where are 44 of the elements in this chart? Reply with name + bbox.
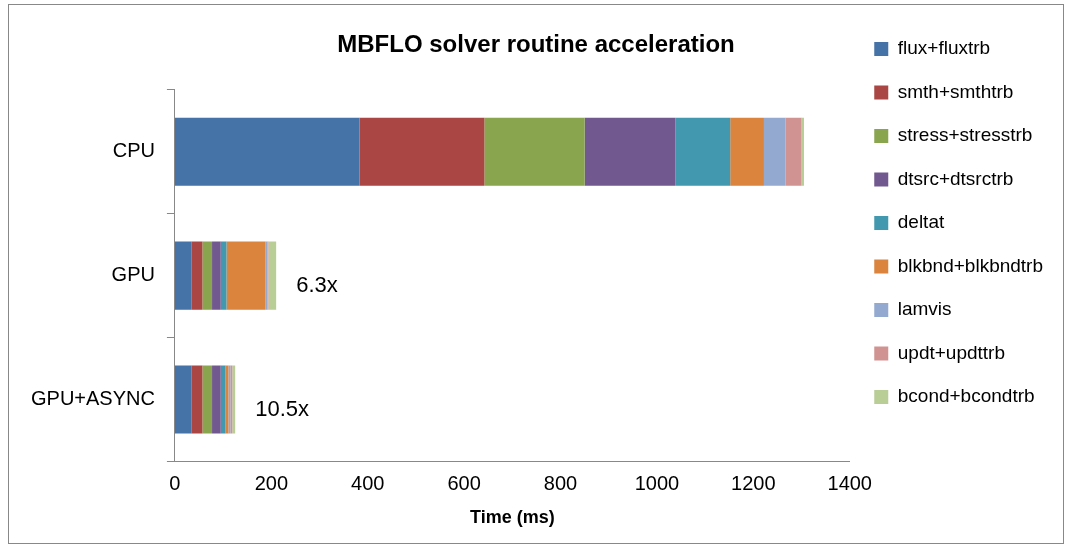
legend-label: updt+updttrb xyxy=(897,341,1005,363)
chart-title: MBFLO solver routine acceleration xyxy=(337,30,735,58)
x-tick-label: 0 xyxy=(169,471,181,494)
legend-label: bcond+bcondtrb xyxy=(897,385,1035,407)
bar xyxy=(191,365,203,434)
bar xyxy=(191,241,203,310)
y-tick-label: GPU xyxy=(111,263,155,286)
bar xyxy=(584,117,676,186)
bar xyxy=(359,117,485,186)
bar xyxy=(174,241,192,310)
bar xyxy=(785,117,802,186)
x-tick-label: 1400 xyxy=(827,471,872,494)
bar xyxy=(730,117,764,186)
legend-label: flux+fluxtrb xyxy=(897,37,991,59)
bar xyxy=(763,117,786,186)
bar xyxy=(268,241,277,310)
y-tick-label: CPU xyxy=(112,139,155,162)
x-tick-label: 600 xyxy=(447,471,481,494)
bar xyxy=(202,365,213,434)
legend-label: stress+stresstrb xyxy=(897,124,1033,146)
y-tick-label: GPU+ASYNC xyxy=(30,386,155,409)
legend-label: dtsrc+dtsrctrb xyxy=(897,167,1014,189)
bar xyxy=(212,365,221,434)
bar xyxy=(220,241,227,310)
annotation: 6.3x xyxy=(296,271,338,297)
legend-label: lamvis xyxy=(897,298,952,320)
bar xyxy=(174,365,192,434)
legend-label: blkbnd+blkbndtrb xyxy=(897,254,1043,276)
bar xyxy=(174,117,360,186)
x-axis-title: Time (ms) xyxy=(469,507,555,528)
bar xyxy=(202,241,213,310)
bar xyxy=(220,365,226,434)
x-tick-label: 1000 xyxy=(634,471,680,494)
x-tick-label: 800 xyxy=(543,471,578,494)
legend-label: smth+smthtrb xyxy=(897,80,1014,102)
x-tick-label: 400 xyxy=(351,471,385,494)
bar xyxy=(226,241,266,310)
legend-label: deltat xyxy=(897,211,945,233)
x-tick-label: 200 xyxy=(254,471,289,494)
x-tick-label: 1200 xyxy=(731,471,776,494)
bar xyxy=(212,241,221,310)
annotation: 10.5x xyxy=(255,395,310,421)
bar xyxy=(484,117,585,186)
bar xyxy=(675,117,731,186)
